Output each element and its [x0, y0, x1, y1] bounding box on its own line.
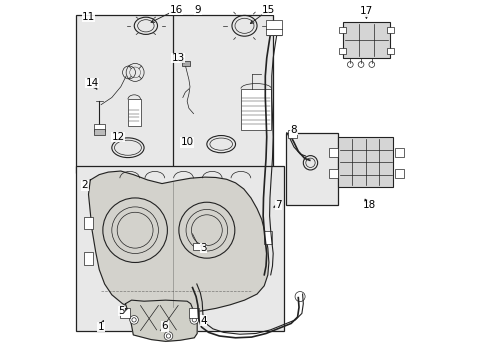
Bar	[265, 21, 282, 35]
Bar	[241, 89, 271, 130]
Bar	[386, 27, 393, 33]
Bar	[263, 231, 271, 244]
Bar	[338, 48, 346, 54]
Text: 5: 5	[118, 306, 125, 316]
Polygon shape	[125, 300, 197, 341]
Bar	[76, 15, 180, 173]
Text: 2: 2	[81, 180, 88, 190]
Bar	[84, 217, 93, 229]
Circle shape	[164, 332, 172, 340]
Bar	[182, 60, 189, 66]
Text: 10: 10	[180, 138, 193, 147]
Text: 4: 4	[200, 316, 206, 325]
Text: 6: 6	[161, 321, 168, 331]
Text: 1: 1	[98, 322, 104, 332]
Text: 7: 7	[275, 200, 281, 210]
Text: 15: 15	[262, 5, 275, 15]
Bar	[120, 308, 130, 318]
Text: 3: 3	[200, 243, 206, 253]
Polygon shape	[88, 171, 268, 314]
Bar	[192, 243, 201, 250]
Bar	[76, 166, 284, 330]
Bar	[94, 130, 104, 135]
Bar	[128, 99, 140, 126]
Bar	[285, 134, 337, 205]
Text: 12: 12	[111, 132, 124, 142]
Bar	[84, 252, 93, 265]
Bar	[287, 130, 296, 138]
Bar	[328, 148, 337, 157]
Bar	[94, 124, 104, 131]
Bar	[328, 169, 337, 178]
Bar	[394, 148, 403, 157]
Circle shape	[129, 316, 138, 324]
Circle shape	[190, 316, 198, 324]
Text: 13: 13	[171, 53, 184, 63]
Bar	[172, 15, 273, 173]
Bar	[343, 22, 389, 58]
Text: 18: 18	[362, 200, 375, 210]
Text: 17: 17	[359, 6, 372, 17]
Text: 16: 16	[169, 5, 183, 15]
Text: 11: 11	[81, 12, 95, 22]
Text: 8: 8	[290, 125, 297, 135]
Text: 9: 9	[194, 5, 201, 15]
Bar	[338, 27, 346, 33]
Text: 14: 14	[85, 78, 99, 88]
Bar	[337, 137, 392, 187]
Bar	[188, 308, 199, 318]
Bar	[386, 48, 393, 54]
Bar	[394, 169, 403, 178]
